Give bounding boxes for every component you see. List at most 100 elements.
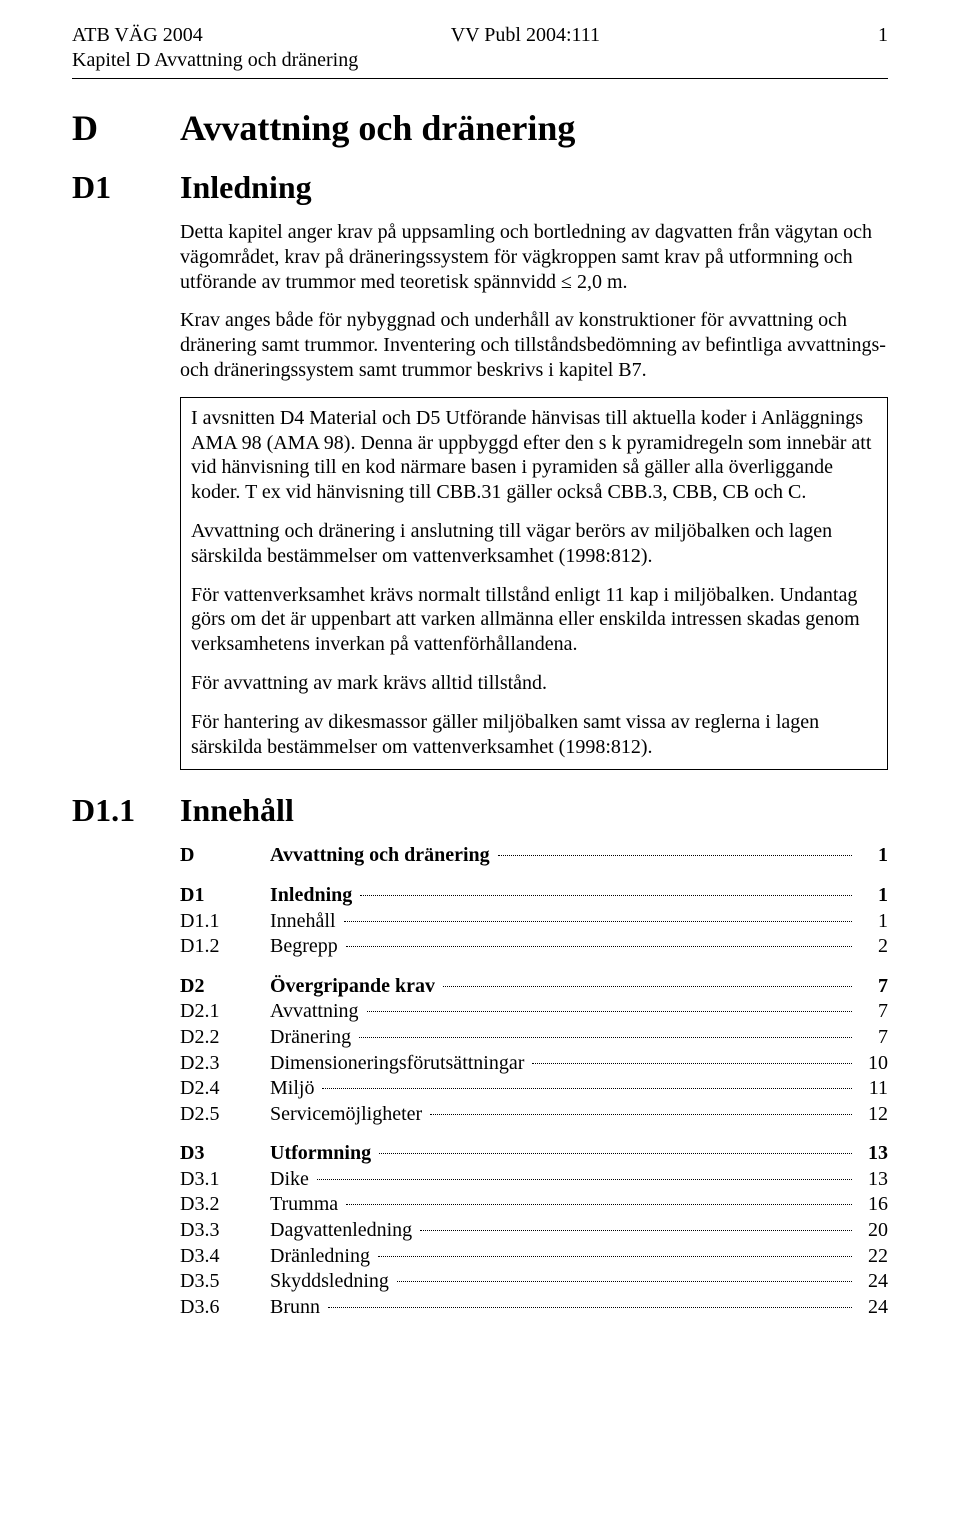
toc-row: D1.1Innehåll 1 xyxy=(180,909,888,935)
intro-p2: Krav anges både för nybyggnad och underh… xyxy=(180,308,888,382)
toc-page: 1 xyxy=(856,883,888,909)
toc-page: 7 xyxy=(856,1025,888,1051)
toc-title: Miljö xyxy=(270,1076,318,1102)
header-rule xyxy=(72,78,888,79)
toc-title: Inledning xyxy=(270,883,356,909)
toc-title: Dränledning xyxy=(270,1244,374,1270)
toc-title: Övergripande krav xyxy=(270,974,439,1000)
toc-page: 7 xyxy=(856,999,888,1025)
toc-code: D3.5 xyxy=(180,1269,270,1295)
toc-page: 7 xyxy=(856,974,888,1000)
toc-page: 1 xyxy=(856,909,888,935)
toc-page: 16 xyxy=(856,1192,888,1218)
toc-row: D2.1Avvattning7 xyxy=(180,999,888,1025)
toc-row: D3.4Dränledning 22 xyxy=(180,1244,888,1270)
toc-leader-dots xyxy=(344,921,852,922)
toc-title: Servicemöjligheter xyxy=(270,1102,426,1128)
toc-group: D3Utformning13D3.1Dike13D3.2Trumma16D3.3… xyxy=(180,1141,888,1320)
box-p1: I avsnitten D4 Material och D5 Utförande… xyxy=(191,406,877,505)
toc-leader-dots xyxy=(346,946,852,947)
toc-row: D2.5Servicemöjligheter 12 xyxy=(180,1102,888,1128)
heading-d11: D1.1 Innehåll xyxy=(72,792,888,829)
heading-d-title: Avvattning och dränering xyxy=(180,107,575,149)
toc-code: D1.1 xyxy=(180,909,270,935)
toc-row: D3.5Skyddsledning24 xyxy=(180,1269,888,1295)
toc-code: D2.3 xyxy=(180,1051,270,1077)
toc-code: D3.3 xyxy=(180,1218,270,1244)
toc-page: 2 xyxy=(856,934,888,960)
intro-body: Detta kapitel anger krav på uppsamling o… xyxy=(180,220,888,770)
toc-leader-dots xyxy=(317,1179,852,1180)
toc-leader-dots xyxy=(367,1011,852,1012)
toc-code: D2 xyxy=(180,974,270,1000)
heading-d11-marker: D1.1 xyxy=(72,792,180,829)
box-p2: Avvattning och dränering i anslutning ti… xyxy=(191,519,877,569)
toc-row: DAvvattning och dränering 1 xyxy=(180,843,888,869)
toc-title: Dike xyxy=(270,1167,313,1193)
toc-group: DAvvattning och dränering 1 xyxy=(180,843,888,869)
toc-page: 22 xyxy=(856,1244,888,1270)
toc-code: D1.2 xyxy=(180,934,270,960)
toc-page: 11 xyxy=(856,1076,888,1102)
toc-row: D1.2Begrepp 2 xyxy=(180,934,888,960)
heading-d11-title: Innehåll xyxy=(180,792,294,829)
toc-page: 20 xyxy=(856,1218,888,1244)
toc-leader-dots xyxy=(379,1153,852,1154)
toc-code: D3.2 xyxy=(180,1192,270,1218)
toc-page: 1 xyxy=(856,843,888,869)
toc-row: D3.1Dike 13 xyxy=(180,1167,888,1193)
toc-code: D xyxy=(180,843,270,869)
toc-page: 10 xyxy=(856,1051,888,1077)
document-page: ATB VÄG 2004 VV Publ 2004:111 1 Kapitel … xyxy=(0,0,960,1382)
toc-leader-dots xyxy=(420,1230,852,1231)
toc-code: D3 xyxy=(180,1141,270,1167)
toc-leader-dots xyxy=(430,1114,852,1115)
toc-row: D2Övergripande krav 7 xyxy=(180,974,888,1000)
toc-leader-dots xyxy=(397,1281,852,1282)
heading-d1: D1 Inledning xyxy=(72,169,888,206)
toc-code: D2.5 xyxy=(180,1102,270,1128)
toc-title: Dränering xyxy=(270,1025,355,1051)
toc-row: D2.3Dimensioneringsförutsättningar10 xyxy=(180,1051,888,1077)
toc-row: D1Inledning1 xyxy=(180,883,888,909)
toc-title: Avvattning och dränering xyxy=(270,843,494,869)
header-center: VV Publ 2004:111 xyxy=(203,24,848,47)
toc-page: 12 xyxy=(856,1102,888,1128)
toc-row: D2.2Dränering 7 xyxy=(180,1025,888,1051)
toc-page: 13 xyxy=(856,1167,888,1193)
toc-leader-dots xyxy=(443,986,852,987)
table-of-contents: DAvvattning och dränering1D1Inledning1D1… xyxy=(180,843,888,1320)
box-p3: För vattenverksamhet krävs normalt tills… xyxy=(191,583,877,657)
toc-title: Skyddsledning xyxy=(270,1269,393,1295)
toc-code: D3.1 xyxy=(180,1167,270,1193)
toc-row: D3.6Brunn24 xyxy=(180,1295,888,1321)
toc-leader-dots xyxy=(346,1204,852,1205)
toc-page: 24 xyxy=(856,1295,888,1321)
toc-code: D3.6 xyxy=(180,1295,270,1321)
toc-group: D2Övergripande krav7D2.1Avvattning7D2.2D… xyxy=(180,974,888,1128)
toc-leader-dots xyxy=(532,1063,852,1064)
toc-leader-dots xyxy=(378,1256,852,1257)
toc-title: Avvattning xyxy=(270,999,363,1025)
toc-row: D3.2Trumma 16 xyxy=(180,1192,888,1218)
heading-d1-marker: D1 xyxy=(72,169,180,206)
toc-title: Dagvattenledning xyxy=(270,1218,416,1244)
header-left: ATB VÄG 2004 xyxy=(72,24,203,47)
box-p4: För avvattning av mark krävs alltid till… xyxy=(191,671,877,696)
toc-title: Trumma xyxy=(270,1192,342,1218)
toc-group: D1Inledning1D1.1Innehåll1D1.2Begrepp2 xyxy=(180,883,888,960)
toc-code: D2.2 xyxy=(180,1025,270,1051)
heading-d1-title: Inledning xyxy=(180,169,312,206)
info-box: I avsnitten D4 Material och D5 Utförande… xyxy=(180,397,888,771)
toc-leader-dots xyxy=(498,855,852,856)
toc-leader-dots xyxy=(360,895,852,896)
heading-d-marker: D xyxy=(72,107,180,149)
toc-title: Utformning xyxy=(270,1141,375,1167)
toc-code: D3.4 xyxy=(180,1244,270,1270)
toc-leader-dots xyxy=(328,1307,852,1308)
toc-title: Begrepp xyxy=(270,934,342,960)
toc-row: D2.4Miljö11 xyxy=(180,1076,888,1102)
heading-d: D Avvattning och dränering xyxy=(72,107,888,149)
toc-title: Innehåll xyxy=(270,909,340,935)
intro-p1: Detta kapitel anger krav på uppsamling o… xyxy=(180,220,888,294)
